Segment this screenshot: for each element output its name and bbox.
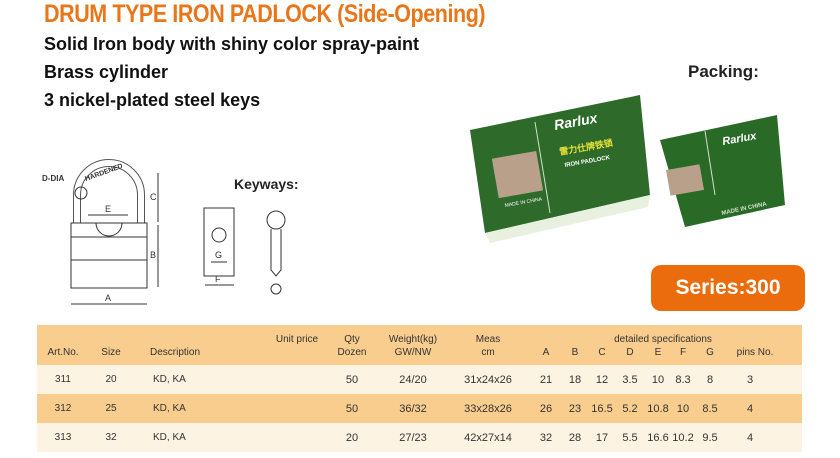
cell-f: 10.2 bbox=[672, 432, 694, 444]
dim-b: B bbox=[150, 250, 156, 260]
table-row: 312 25 KD, KA 50 36/32 33x28x26 26 23 16.5 5.2 10.… bbox=[37, 394, 802, 423]
header-gw-nw: GW/NW bbox=[394, 347, 432, 358]
cell-size: 25 bbox=[105, 403, 117, 414]
small-box: Rarlux MADE IN CHINA bbox=[660, 115, 785, 227]
cell-pins: 4 bbox=[746, 403, 754, 415]
cell-b: 18 bbox=[568, 374, 582, 386]
cell-f: 10 bbox=[676, 403, 690, 415]
header-art-no: Art.No. bbox=[47, 347, 79, 358]
cell-weight: 36/32 bbox=[399, 403, 427, 415]
cell-d: 5.2 bbox=[622, 403, 638, 415]
box-brand: Rarlux bbox=[553, 109, 600, 133]
cell-c: 12 bbox=[595, 374, 609, 386]
spec-table: Art.No. Size Description Unit price Qty … bbox=[37, 325, 802, 453]
cell-meas: 42x27x14 bbox=[464, 432, 512, 444]
header-b: B bbox=[571, 347, 579, 358]
table-row: 311 20 KD, KA 50 24/20 31x24x26 21 18 12 3.5 10 8.3… bbox=[37, 365, 802, 394]
header-qty: Qty bbox=[344, 334, 360, 345]
padlock-diagram: HARDENED D-DIA E A B C F G bbox=[42, 159, 286, 305]
page-title: DRUM TYPE IRON PADLOCK (Side-Opening) bbox=[44, 0, 486, 28]
header-dozen: Dozen bbox=[337, 347, 367, 358]
cell-b: 23 bbox=[568, 403, 582, 415]
cell-g: 8.5 bbox=[702, 403, 718, 415]
dim-e: E bbox=[105, 204, 111, 214]
cell-qty: 50 bbox=[345, 374, 359, 386]
cell-a: 21 bbox=[539, 374, 553, 386]
cell-meas: 33x28x26 bbox=[464, 403, 512, 415]
cell-art-no: 312 bbox=[54, 403, 72, 414]
cell-weight: 27/23 bbox=[399, 432, 427, 444]
cell-d: 5.5 bbox=[622, 432, 638, 444]
header-f: F bbox=[679, 347, 687, 358]
cell-g: 9.5 bbox=[702, 432, 718, 444]
cell-e: 10 bbox=[651, 374, 665, 386]
cell-a: 26 bbox=[539, 403, 553, 415]
cell-c: 16.5 bbox=[591, 403, 613, 415]
feature-1: Solid Iron body with shiny color spray-p… bbox=[44, 34, 420, 54]
cell-description: KD, KA bbox=[153, 432, 186, 443]
cell-weight: 24/20 bbox=[399, 374, 427, 386]
series-badge: Series:300 bbox=[651, 265, 805, 311]
feature-2: Brass cylinder bbox=[44, 62, 169, 82]
feature-3: 3 nickel-plated steel keys bbox=[44, 90, 261, 110]
header-pins: pins No. bbox=[736, 347, 774, 358]
cell-description: KD, KA bbox=[153, 374, 186, 385]
cell-e: 16.6 bbox=[647, 432, 669, 444]
header-size: Size bbox=[101, 347, 121, 358]
cell-size: 32 bbox=[105, 432, 117, 443]
header-description: Description bbox=[149, 347, 201, 358]
header-meas: Meas bbox=[475, 334, 501, 345]
header-cm: cm bbox=[481, 347, 495, 358]
packing-boxes-image: Rarlux 雷力仕牌铁锁 IRON PADLOCK MADE IN CHINA… bbox=[470, 95, 785, 243]
header-a: A bbox=[542, 347, 550, 358]
header-c: C bbox=[598, 347, 606, 358]
header-g: G bbox=[706, 347, 714, 358]
header-d: D bbox=[626, 347, 634, 358]
cell-pins: 3 bbox=[746, 374, 754, 386]
cell-f: 8.3 bbox=[675, 374, 691, 386]
header-weight: Weight(kg) bbox=[388, 334, 438, 345]
cell-size: 20 bbox=[105, 374, 117, 385]
cell-e: 10.8 bbox=[647, 403, 669, 415]
cell-art-no: 313 bbox=[54, 432, 72, 443]
dim-a: A bbox=[105, 293, 111, 303]
cell-pins: 4 bbox=[746, 432, 754, 444]
cell-c: 17 bbox=[595, 432, 609, 444]
table-row: 313 32 KD, KA 20 27/23 42x27x14 32 28 17 5.5 16.6 1… bbox=[37, 423, 802, 452]
cell-a: 32 bbox=[539, 432, 553, 444]
cell-meas: 31x24x26 bbox=[464, 374, 512, 386]
dim-f: F bbox=[215, 274, 221, 284]
cell-description: KD, KA bbox=[153, 403, 186, 414]
header-detailed-specs: detailed specifications bbox=[614, 334, 712, 345]
keyways-label: Keyways: bbox=[234, 176, 299, 192]
cell-qty: 20 bbox=[345, 432, 359, 444]
dim-c: C bbox=[150, 192, 157, 202]
cell-g: 8 bbox=[706, 374, 714, 386]
large-box: Rarlux 雷力仕牌铁锁 IRON PADLOCK MADE IN CHINA bbox=[470, 95, 650, 243]
dim-g: G bbox=[215, 250, 222, 260]
table-header: Art.No. Size Description Unit price Qty … bbox=[37, 325, 802, 365]
cell-b: 28 bbox=[568, 432, 582, 444]
cell-art-no: 311 bbox=[55, 374, 71, 385]
header-e: E bbox=[654, 347, 662, 358]
packing-label: Packing: bbox=[688, 62, 759, 81]
header-unit-price: Unit price bbox=[275, 334, 319, 345]
cell-d: 3.5 bbox=[622, 374, 638, 386]
cell-qty: 50 bbox=[345, 403, 359, 415]
d-dia-label: D-DIA bbox=[42, 174, 64, 183]
